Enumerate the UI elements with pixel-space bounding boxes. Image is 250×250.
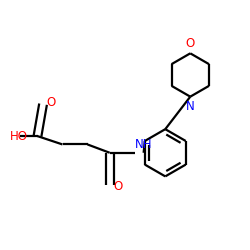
Text: O: O [46, 96, 56, 109]
Text: O: O [113, 180, 122, 192]
Text: HO: HO [10, 130, 28, 142]
Text: N: N [186, 100, 195, 113]
Text: NH: NH [135, 138, 153, 151]
Text: O: O [186, 37, 195, 50]
